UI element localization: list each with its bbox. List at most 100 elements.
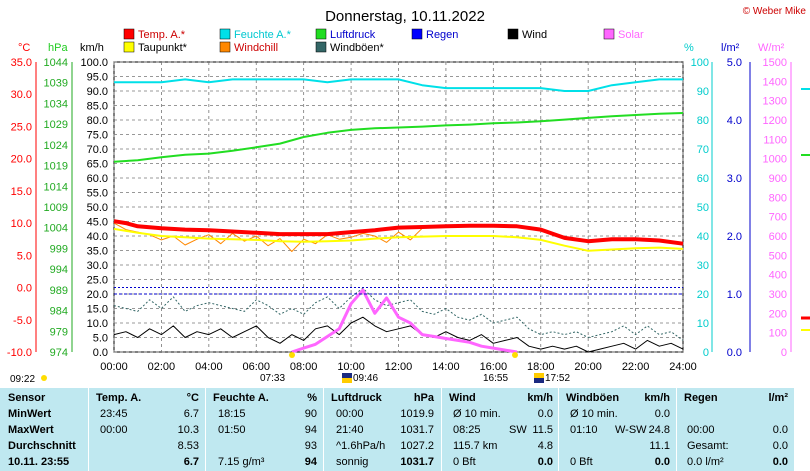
pressure-tick: 1009 <box>44 202 68 214</box>
solar-tick: 100 <box>769 328 787 340</box>
time-tick: 14:00 <box>432 361 460 373</box>
wind-desc: 0 Bft <box>453 456 476 468</box>
time-tick: 08:00 <box>290 361 318 373</box>
temp-tick: 5.0 <box>17 250 32 262</box>
series-line <box>113 287 684 341</box>
temp-value: 10.3 <box>177 424 199 436</box>
col-rain <box>677 388 794 471</box>
sun-label: 09:46 <box>353 373 378 384</box>
wind-tick: 15.0 <box>87 304 108 316</box>
wind-tick: 30.0 <box>87 260 108 272</box>
wind-tick: 90.0 <box>87 86 108 98</box>
table-header: hPa <box>413 392 434 404</box>
pressure-unit: hPa <box>48 42 68 54</box>
wind-tick: 35.0 <box>87 246 108 258</box>
legend-swatch <box>219 41 231 53</box>
table-header: Wind <box>449 392 476 404</box>
pressure-tick: 1034 <box>44 98 68 110</box>
pressure-tick: 1029 <box>44 119 68 131</box>
solar-tick: 1500 <box>763 57 787 69</box>
solar-tick: 1300 <box>763 96 787 108</box>
temp-time: 23:45 <box>100 408 128 420</box>
wind-tick: 80.0 <box>87 115 108 127</box>
temp-unit: °C <box>18 42 30 54</box>
row-label: MaxWert <box>8 424 54 436</box>
pressure-time: 00:00 <box>336 408 364 420</box>
table-header: Feuchte A. <box>213 392 269 404</box>
solar-tick: 200 <box>769 308 787 320</box>
gust-value: 0.0 <box>654 408 670 420</box>
table-header: l/m² <box>768 392 788 404</box>
rain-tick: 4.0 <box>727 115 742 127</box>
temp-value: 8.53 <box>177 440 199 452</box>
wind-tick: 75.0 <box>87 130 108 142</box>
wind-value: 11.5 <box>532 424 553 436</box>
temp-value: 6.7 <box>183 456 199 468</box>
humidity-tick: 40 <box>697 231 709 243</box>
col-sensor <box>0 388 88 471</box>
sun-label: 09:22 <box>10 374 35 385</box>
statistics-table: Sensor Temp. A. °C Feuchte A.% Luftdruck hPa W… <box>0 388 810 471</box>
pressure-tick: 1004 <box>44 223 68 235</box>
gust-desc: Ø 10 min. <box>570 408 618 420</box>
series <box>113 78 684 354</box>
wind-value: 0.0 <box>537 408 553 420</box>
table-header: °C <box>186 392 199 404</box>
sunrise-icon <box>342 378 352 383</box>
gust-dir: W-SW <box>615 424 647 436</box>
legend-swatch <box>315 28 327 40</box>
rain-unit: l/m² <box>721 42 740 54</box>
time-tick: 10:00 <box>337 361 365 373</box>
legend-label: Feuchte A.* <box>234 29 292 41</box>
temp-value: 6.7 <box>183 408 199 420</box>
humidity-tick: 10 <box>697 318 709 330</box>
temp-tick: -10.0 <box>7 347 32 359</box>
gust-value: 24.8 <box>648 424 670 436</box>
table-header: Windböen <box>566 392 620 404</box>
series-line <box>113 227 684 252</box>
series-line <box>113 316 684 353</box>
table-header: km/h <box>644 392 670 404</box>
series-line <box>291 288 518 354</box>
wind-tick: 100.0 <box>80 57 108 69</box>
wind-tick: 70.0 <box>87 144 108 156</box>
time-tick: 16:00 <box>480 361 508 373</box>
rain-tick: 0.0 <box>727 347 742 359</box>
temp-tick: 25.0 <box>11 121 32 133</box>
pressure-time: sonnig <box>336 456 369 468</box>
legend-label: Windböen* <box>330 42 385 54</box>
row-label: MinWert <box>8 408 52 420</box>
col-humidity <box>206 388 323 471</box>
solar-tick: 500 <box>769 250 787 262</box>
legend-label: Windchill <box>234 42 278 54</box>
time-tick: 06:00 <box>242 361 270 373</box>
legend-label: Regen <box>426 29 458 41</box>
series-line <box>113 219 684 246</box>
wind-tick: 85.0 <box>87 101 108 113</box>
pressure-value: 1031.7 <box>400 456 434 468</box>
legend-swatch <box>603 28 615 40</box>
chart-title: Donnerstag, 10.11.2022 <box>325 8 485 25</box>
axis-units: °C hPa km/h% l/m² W/m² <box>18 42 785 54</box>
temp-tick: 0.0 <box>17 283 32 295</box>
series-line <box>113 112 684 163</box>
humidity-value: 94 <box>304 424 317 436</box>
legend-swatch <box>315 41 327 53</box>
rain-desc: 0.0 l/m² <box>687 456 724 468</box>
humidity-tick: 100 <box>691 57 709 69</box>
table-header: Sensor <box>8 392 46 404</box>
humidity-tick: 80 <box>697 115 709 127</box>
row-label: Durchschnitt <box>8 440 76 452</box>
wind-desc: Ø 10 min. <box>453 408 501 420</box>
pressure-tick: 1039 <box>44 78 68 90</box>
copyright: © Weber Mike <box>743 6 807 17</box>
rain-value: 0.0 <box>772 456 788 468</box>
rain-tick: 2.0 <box>727 231 742 243</box>
wind-desc: 115.7 km <box>453 440 498 452</box>
temp-time: 00:00 <box>100 424 128 436</box>
solar-tick: 300 <box>769 289 787 301</box>
time-tick: 20:00 <box>574 361 602 373</box>
time-tick: 24:00 <box>669 361 697 373</box>
humidity-tick: 50 <box>697 202 709 214</box>
solar-tick: 600 <box>769 231 787 243</box>
